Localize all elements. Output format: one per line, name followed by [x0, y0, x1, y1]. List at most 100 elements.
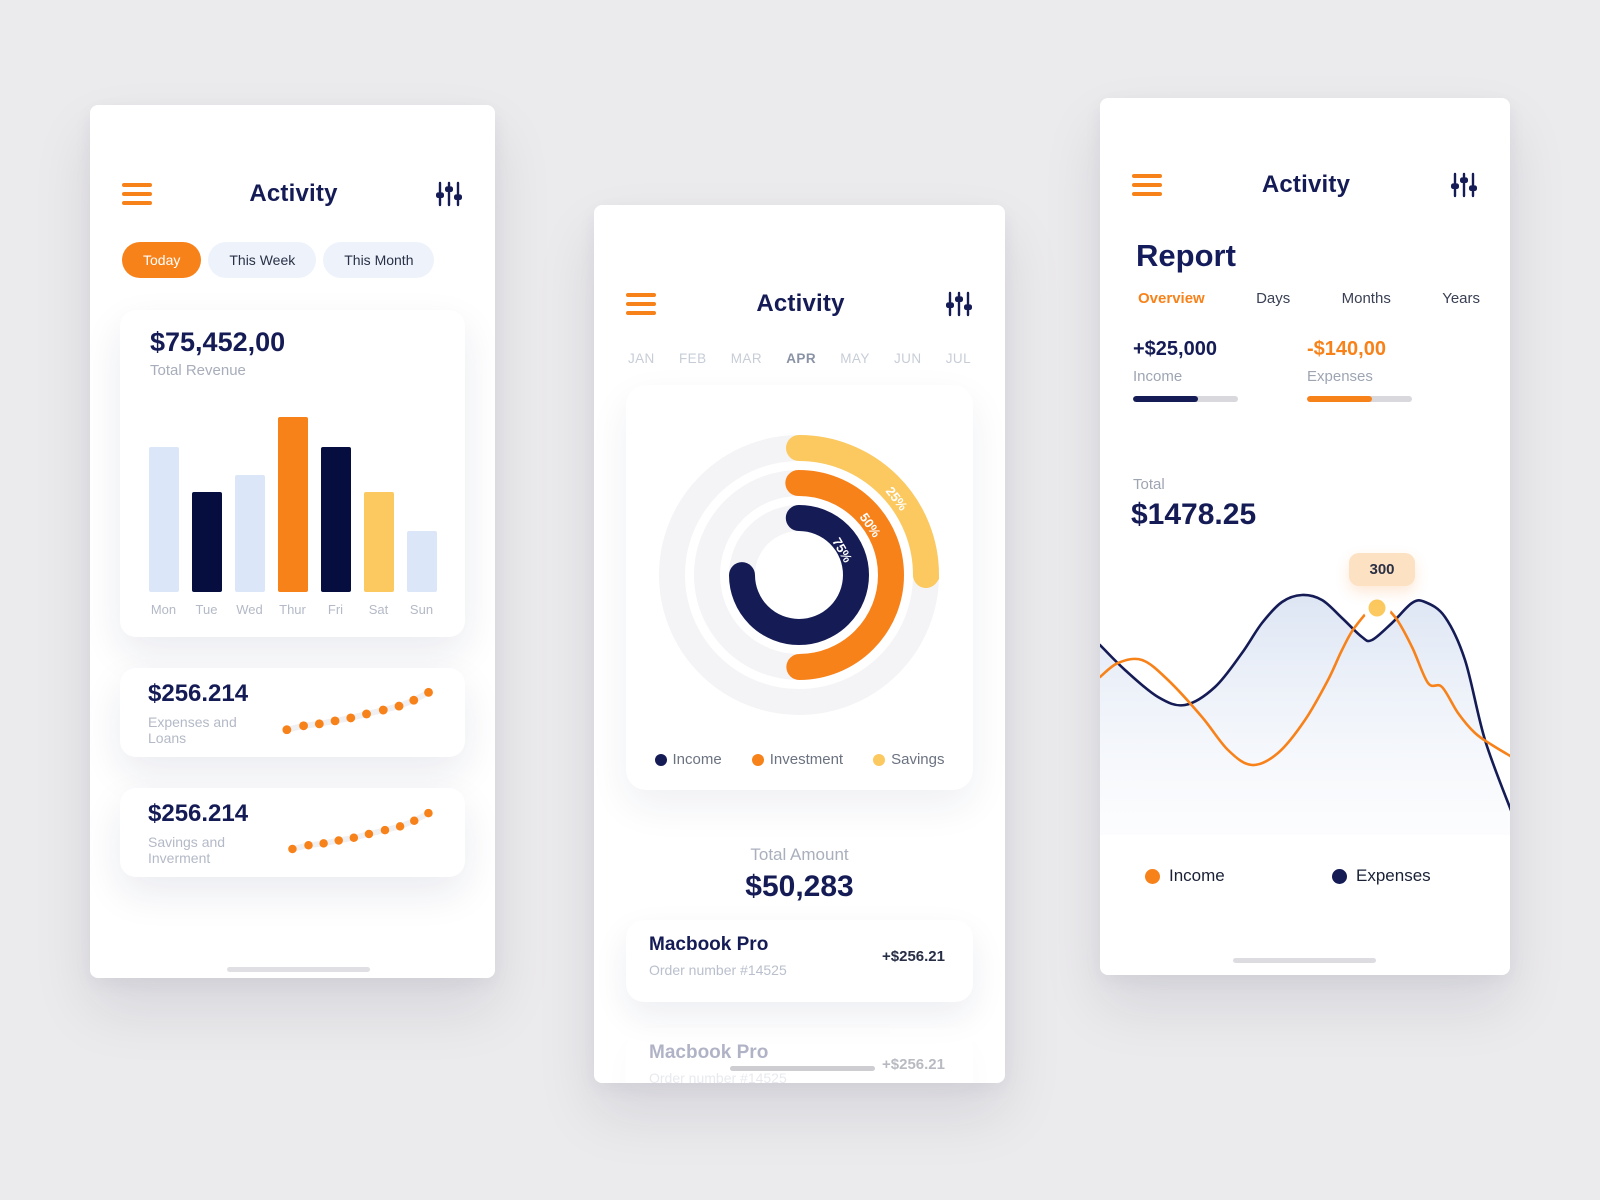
legend-label: Expenses [1356, 866, 1431, 885]
page-title: Activity [756, 290, 845, 317]
legend-label: Savings [891, 751, 945, 768]
trend-dot [408, 695, 418, 705]
bar-cell [400, 417, 443, 592]
trend-dot [424, 808, 433, 817]
stat-amount: $256.214 [148, 679, 249, 707]
stat-card-expenses-and-loans: $256.214 Expenses and Loans [120, 668, 465, 757]
activity-report-screen: Activity Report Overview Days Months Years … [1100, 98, 1510, 975]
trend-dots-chart [288, 808, 433, 853]
bar-cell [357, 417, 400, 592]
expenses-area-fill [1100, 594, 1510, 835]
bar-label: Thur [279, 602, 306, 617]
total-revenue-amount: $75,452,00 [150, 327, 286, 357]
bar-cell [228, 417, 271, 592]
month-jul[interactable]: JUL [945, 351, 971, 366]
stat-label: Expenses [1307, 368, 1373, 385]
chart-legend: Income Investment Savings [626, 751, 973, 768]
transaction-order-number: Order number #14525 [649, 962, 787, 978]
trend-dot [330, 715, 340, 725]
legend-item-income: Income [654, 751, 722, 768]
bar-label: Sun [409, 602, 434, 617]
menu-icon[interactable] [626, 293, 656, 315]
bar-cell [314, 417, 357, 592]
bar-cell [142, 417, 185, 592]
menu-icon[interactable] [122, 183, 152, 205]
report-tab-months[interactable]: Months [1341, 290, 1391, 307]
weekly-bar-chart [142, 417, 443, 592]
header: Activity [626, 287, 973, 321]
legend-item-investment: Investment [751, 751, 843, 768]
bar-cell [185, 417, 228, 592]
trend-dot [304, 840, 313, 850]
report-heading: Report [1136, 238, 1236, 273]
bar-tue [191, 492, 222, 592]
report-tab-years[interactable]: Years [1442, 290, 1480, 307]
marker-dot [1368, 599, 1386, 617]
income-line [1100, 603, 1510, 767]
month-feb[interactable]: FEB [679, 351, 707, 366]
trend-dot [282, 724, 291, 734]
transaction-amount: +$256.21 [882, 1056, 945, 1073]
stat-label: Income [1133, 368, 1183, 385]
transaction-name: Macbook Pro [649, 1042, 769, 1063]
radial-progress-chart: 25%50%75% [659, 435, 939, 715]
trend-dot [349, 832, 359, 842]
month-mar[interactable]: MAR [730, 351, 762, 366]
stat-amount: +$25,000 [1133, 338, 1217, 360]
filter-sliders-icon[interactable] [945, 290, 973, 318]
bar-sun [406, 531, 437, 592]
stat-expenses: -$140,00 Expenses [1307, 338, 1412, 402]
bar-cell [271, 417, 314, 592]
tab-this-month[interactable]: This Month [323, 242, 435, 278]
trend-dot [364, 829, 374, 838]
home-indicator[interactable] [730, 1066, 875, 1071]
home-indicator[interactable] [1233, 958, 1376, 963]
total-revenue-label: Total Revenue [150, 362, 246, 379]
total-amount-value: $50,283 [745, 870, 854, 903]
legend-item-savings: Savings [873, 751, 944, 768]
month-selector: JAN FEB MAR APR MAY JUN JUL [628, 351, 971, 366]
trend-dot [346, 712, 355, 722]
stat-card-text: $256.214 Savings and Inverment [148, 800, 283, 866]
bar-fri [320, 447, 351, 592]
month-may[interactable]: MAY [840, 351, 870, 366]
stat-card-text: $256.214 Expenses and Loans [148, 680, 277, 746]
report-tab-overview[interactable]: Overview [1138, 290, 1205, 307]
stat-label: Savings and Inverment [148, 833, 226, 866]
transaction-card[interactable]: Macbook Pro Order number #14525 +$256.21 [626, 920, 973, 1002]
bar-label: Wed [236, 602, 263, 617]
total-label: Total [1133, 476, 1165, 493]
trend-dot [410, 815, 419, 825]
home-indicator[interactable] [227, 967, 370, 972]
transaction-order-number: Order number #14525 [649, 1070, 787, 1083]
total-value: $1478.25 [1131, 498, 1257, 531]
header: Activity [1132, 168, 1478, 202]
page-title: Activity [249, 180, 338, 207]
trend-dot [298, 720, 308, 730]
radial-progress-card: 25% 50% 75% Income Investment Savings [626, 385, 973, 790]
trend-dot [378, 705, 388, 714]
trend-dot [288, 844, 297, 853]
filter-sliders-icon[interactable] [1450, 171, 1478, 199]
legend-label: Income [672, 751, 722, 768]
trend-dot [380, 825, 390, 834]
tab-this-week[interactable]: This Week [208, 242, 317, 278]
header: Activity [122, 177, 463, 211]
trend-dot [361, 709, 371, 718]
bar-sat [363, 492, 394, 592]
menu-icon[interactable] [1132, 174, 1162, 196]
stat-progress-fill [1133, 396, 1199, 402]
bar-label: Sat [368, 602, 389, 617]
filter-sliders-icon[interactable] [435, 180, 463, 208]
report-tab-days[interactable]: Days [1256, 290, 1291, 307]
month-jan[interactable]: JAN [628, 351, 655, 366]
savings-dot-icon [873, 753, 886, 766]
trend-dot [334, 835, 344, 845]
legend-item-income: Income [1145, 866, 1225, 886]
month-apr[interactable]: APR [786, 351, 816, 366]
trend-dot [319, 838, 329, 848]
activity-screen-daily: Activity Today This Week This Month $75,45… [90, 105, 495, 978]
tab-today[interactable]: Today [122, 242, 202, 278]
month-jun[interactable]: JUN [894, 351, 922, 366]
weekly-bar-labels: Mon Tue Wed Thur Fri Sat Sun [142, 602, 443, 617]
